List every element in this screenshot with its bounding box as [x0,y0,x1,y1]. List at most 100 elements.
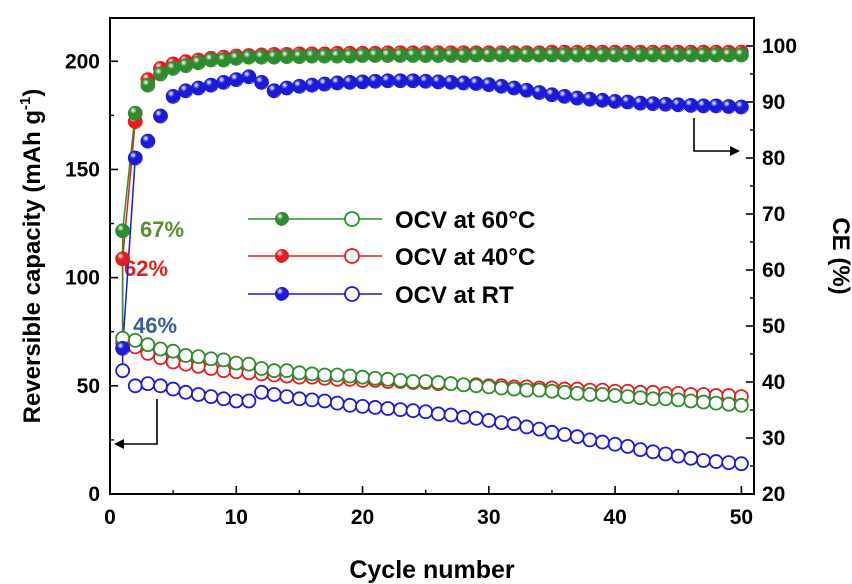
capacity-point [582,432,598,448]
capacity-point [266,387,282,402]
ce-point [367,48,383,63]
ce-point [304,77,320,93]
ce-point [595,92,610,108]
capacity-point [670,392,686,408]
annotation-67: 67% [140,217,184,242]
ce-point [153,108,168,124]
capacity-point [127,378,143,394]
legend-filled-marker-40c [275,249,289,263]
capacity-point [216,352,232,368]
capacity-point [708,395,724,411]
ce-point [228,50,244,66]
ce-point [708,47,724,63]
capacity-point [620,389,636,405]
y2-tick-label: 60 [762,259,785,282]
capacity-point [228,393,244,409]
capacity-point [494,380,509,396]
capacity-point [418,404,434,420]
capacity-point [531,421,547,437]
ce-point [216,75,232,90]
ce-point [405,48,421,63]
capacity-point [557,384,572,400]
capacity-point [607,436,623,452]
ce-point [115,340,131,356]
ce-point [494,47,509,63]
ce-point [670,47,686,63]
capacity-point [342,397,358,413]
capacity-point [468,410,484,426]
capacity-point [178,384,194,400]
right-arrow-head [730,146,740,156]
capacity-point [329,367,345,383]
capacity-point [393,373,408,388]
ce-point [292,78,307,94]
capacity-point [317,367,333,383]
y-tick-label: 200 [65,50,100,73]
capacity-point [140,337,156,353]
capacity-point [443,407,459,423]
y2-tick-label: 70 [762,203,785,226]
y-axis-title: Reversible capacity (mAh g-1) [17,89,46,424]
ce-point [582,47,598,63]
capacity-point [127,332,143,348]
capacity-point [696,394,711,410]
capacity-point [430,375,446,390]
ce-point [733,47,749,63]
capacity-point [165,343,181,359]
ce-point [178,58,194,73]
ce-point [569,47,585,63]
ce-point [481,77,497,93]
capacity-point [531,382,547,398]
capacity-point [228,355,244,371]
right-axis-arrow [693,118,734,152]
ce-point [241,49,257,65]
ce-point [443,75,459,90]
ce-point [355,48,370,63]
capacity-point [557,427,572,442]
capacity-point [304,392,320,408]
capacity-point [405,374,421,389]
y2-tick-label: 80 [762,147,785,170]
capacity-point [153,378,168,394]
ce-point [645,96,661,112]
capacity-point [405,403,421,419]
ce-point [266,49,282,65]
capacity-point [241,393,257,409]
capacity-point [456,409,471,425]
ce-point [292,49,307,65]
ce-point [531,85,547,100]
ce-point [506,80,522,96]
ce-point [620,47,636,63]
ce-point [279,80,295,96]
capacity-point [506,416,522,432]
ce-point [127,150,143,166]
ce-point [329,48,345,64]
legend-label-40c: OCV at 40°C [395,244,535,271]
capacity-point [733,456,749,472]
ce-point [430,48,446,63]
capacity-point [317,393,333,409]
legend: OCV at 60°C OCV at 40°C OCV at RT [248,207,535,309]
capacity-point [355,398,370,414]
capacity-point [569,385,585,401]
x-tick-label: 20 [351,506,374,529]
capacity-point [190,387,206,402]
capacity-point [241,356,257,372]
capacity-point [632,442,648,458]
capacity-point [367,400,383,415]
ce-point [658,47,674,63]
y-tick-label: 100 [65,267,100,290]
ce-point [481,47,497,63]
ce-point [519,47,535,63]
x-tick-label: 30 [477,506,500,529]
capacity-point [266,363,282,379]
x-tick-label: 40 [603,506,626,529]
capacity-point [178,348,194,363]
ce-point [468,76,484,91]
ce-point [254,75,269,90]
capacity-point [481,413,497,428]
y-tick-label: 150 [65,158,100,181]
ce-point [607,94,623,109]
ce-point [557,47,572,63]
capacity-point [569,429,585,445]
